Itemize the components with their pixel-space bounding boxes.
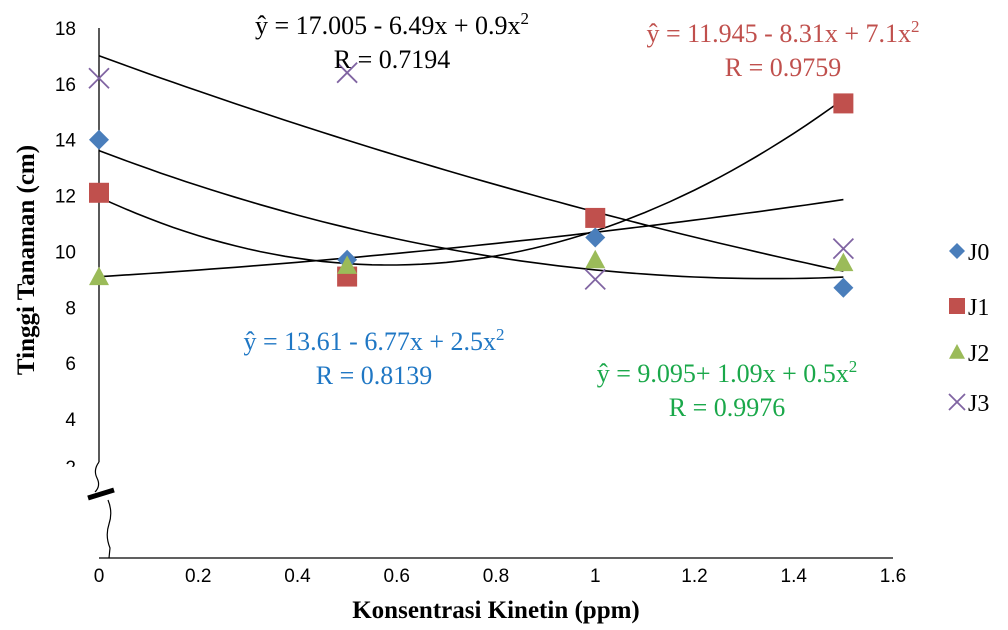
data-point-j2: [89, 266, 109, 286]
equation-exponent: 2: [520, 9, 529, 28]
x-tick-label: 0.4: [284, 566, 311, 587]
legend-marker-j2: [949, 344, 965, 359]
x-tick-label: 1.4: [781, 566, 808, 587]
legend-label-j0: J0: [968, 240, 989, 266]
r-value-j3: R = 0.7194: [334, 45, 451, 74]
legend-marker-j3-stroke-b: [948, 393, 966, 411]
legend-marker-j1: [949, 298, 965, 314]
data-point-j3-stroke-b: [336, 62, 358, 84]
data-point-j0: [585, 227, 606, 248]
data-point-j0: [89, 129, 109, 150]
data-point-j3-stroke-b: [88, 67, 110, 89]
y-tick-label: 10: [55, 242, 76, 263]
y-tick-label: 4: [65, 410, 76, 431]
equation-exponent: 2: [849, 357, 858, 376]
y-tick-label: 16: [55, 75, 76, 96]
x-tick-label: 1.2: [681, 566, 707, 587]
y-tick-label: 14: [55, 131, 77, 152]
equation-j3: ŷ = 17.005 - 6.49x + 0.9x2: [255, 9, 529, 40]
equation-exponent: 2: [911, 17, 920, 36]
trend-equations: ŷ = 13.61 - 6.77x + 2.5x2 R = 0.8139 ŷ = 1…: [244, 9, 920, 422]
data-point-j3-stroke-b: [832, 237, 855, 260]
r-value-j2: R = 0.9976: [669, 393, 786, 422]
legend-marker-j3: [948, 393, 966, 411]
data-markers: [88, 62, 855, 298]
legend-marker-j0: [949, 243, 965, 259]
x-tick-label: 0: [94, 566, 105, 587]
data-point-j3: [832, 237, 855, 260]
data-point-j1: [89, 182, 109, 203]
axes: [87, 28, 893, 559]
y-axis-break-squiggle-lower: [106, 499, 112, 559]
y-axis-title: Tinggi Tanaman (cm): [13, 145, 40, 375]
x-tick-label: 1: [590, 566, 601, 587]
legend: J0 J1 J2 J3: [948, 240, 989, 417]
equation-exponent: 2: [496, 325, 505, 344]
x-tick-label: 1.6: [880, 566, 906, 587]
y-tick-label: 2: [65, 458, 76, 479]
x-axis-title: Konsentrasi Kinetin (ppm): [352, 597, 640, 624]
data-point-j0: [833, 277, 854, 298]
r-value-j1: R = 0.9759: [725, 53, 842, 82]
data-point-j1: [585, 207, 606, 228]
legend-label-j3: J3: [968, 391, 989, 417]
data-point-j2: [337, 255, 358, 274]
x-tick-label: 0.6: [384, 566, 410, 587]
y-tick-label: 12: [55, 187, 76, 208]
equation-j2: ŷ = 9.095+ 1.09x + 0.5x2: [597, 357, 858, 388]
equation-j0: ŷ = 13.61 - 6.77x + 2.5x2: [244, 325, 505, 356]
legend-label-j2: J2: [968, 341, 989, 367]
x-tick-label: 0.8: [483, 566, 509, 587]
data-point-j2: [833, 252, 854, 272]
x-tick-label: 0.2: [185, 566, 211, 587]
trend-curves: [98, 55, 844, 280]
data-point-j3: [88, 67, 110, 89]
legend-label-j1: J1: [968, 295, 989, 321]
y-axis-break-squiggle-upper: [94, 461, 100, 493]
trend-curve-j1: [98, 98, 844, 266]
data-point-j3: [336, 62, 358, 84]
y-tick-labels: 2 4 6 8 10 12 14 16 18: [55, 19, 77, 479]
y-axis-break-mark: [87, 487, 115, 501]
data-point-j3: [584, 268, 606, 290]
r-value-j0: R = 0.8139: [316, 361, 433, 390]
x-tick-labels: 0 0.2 0.4 0.6 0.8 1 1.2 1.4 1.6: [94, 566, 907, 587]
data-point-j3-stroke-b: [584, 268, 606, 290]
data-point-j2: [585, 249, 606, 269]
y-tick-label: 6: [65, 354, 76, 375]
y-tick-label: 8: [65, 298, 76, 319]
equation-j1: ŷ = 11.945 - 8.31x + 7.1x2: [646, 17, 919, 48]
trend-curve-j0: [98, 149, 844, 280]
data-point-j1: [833, 93, 854, 114]
y-tick-label: 18: [55, 19, 76, 40]
trend-curve-j2: [98, 198, 844, 278]
trend-curve-j3: [98, 55, 844, 272]
